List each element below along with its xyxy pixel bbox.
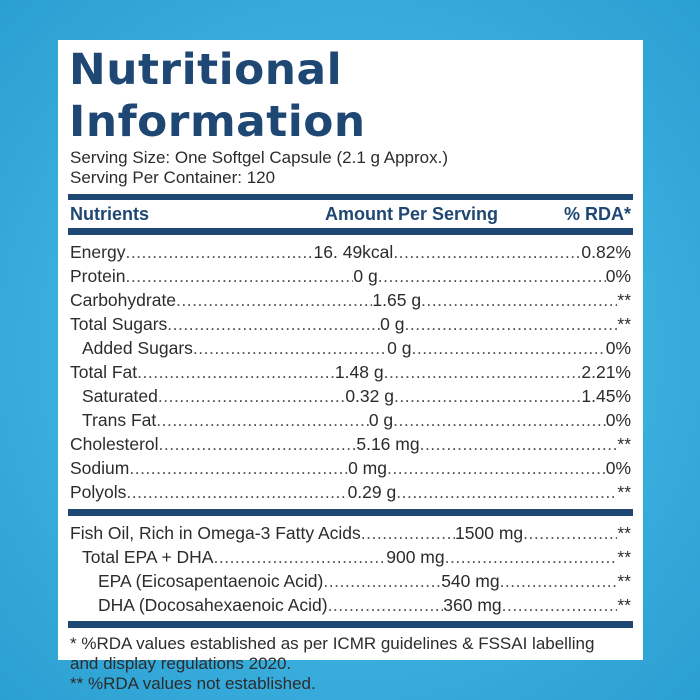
header-rda: % RDA*	[563, 203, 631, 224]
table-row: Fish Oil, Rich in Omega-3 Fatty Acids 150…	[68, 521, 633, 545]
table-row: Polyols 0.29 g **	[68, 480, 633, 504]
table-header: Nutrients Amount Per Serving % RDA*	[68, 200, 633, 235]
nutrient-name: Total EPA + DHA	[82, 547, 214, 567]
nutrient-rda: **	[617, 482, 632, 502]
nutrient-name: Total Fat	[70, 362, 138, 382]
footnote-not-established: ** %RDA values not established.	[70, 674, 316, 693]
table-row: Trans Fat 0 g 0%	[68, 408, 633, 432]
table-row: Cholesterol 5.16 mg **	[68, 432, 633, 456]
nutrient-amount: 0 mg	[348, 458, 387, 478]
footnote-rda: * %RDA values established as per ICMR gu…	[70, 634, 595, 653]
nutrient-amount: 16. 49kcal	[313, 242, 394, 262]
nutrient-amount: 0 g	[380, 314, 405, 334]
serving-per-container: Serving Per Container: 120	[70, 168, 276, 187]
nutrient-rda: **	[617, 290, 632, 310]
nutrient-rda: **	[617, 314, 632, 334]
nutrient-amount: 1.48 g	[334, 362, 384, 382]
table-row: Added Sugars 0 g 0%	[68, 336, 633, 360]
nutrient-rows: Energy 16. 49kcal 0.82% Protein 0 g 0% Carb…	[68, 240, 633, 504]
nutrient-rda: **	[617, 571, 631, 591]
nutrient-amount: 540 mg	[441, 571, 500, 591]
table-row: Total EPA + DHA 900 mg **	[68, 545, 633, 569]
footnote-rda-cont: and display regulations 2020.	[70, 654, 292, 673]
nutrient-name: Fish Oil, Rich in Omega-3 Fatty Acids	[70, 523, 361, 543]
footer-divider	[68, 621, 633, 628]
nutrient-name: DHA (Docosahexaenoic Acid)	[98, 595, 328, 615]
table-row: Total Fat 1.48 g 2.21%	[68, 360, 633, 384]
nutrient-name: EPA (Eicosapentaenoic Acid)	[98, 571, 324, 591]
nutrition-label: Nutritional Information Serving Size: On…	[58, 40, 643, 693]
nutrient-name: Cholesterol	[70, 434, 159, 454]
header-amount: Amount Per Serving	[324, 203, 499, 224]
header-nutrients: Nutrients	[70, 203, 150, 224]
nutrient-amount: 0.29 g	[347, 482, 397, 502]
nutrient-rda: 0%	[605, 338, 632, 358]
nutrient-rda: 1.45%	[581, 386, 632, 406]
table-row: DHA (Docosahexaenoic Acid) 360 mg **	[68, 593, 633, 617]
nutrient-name: Saturated	[82, 386, 158, 406]
nutrient-rda: 0.82%	[581, 242, 632, 262]
nutrient-rda: **	[617, 547, 632, 567]
nutrient-name: Polyols	[70, 482, 127, 502]
nutrient-amount: 0 g	[387, 338, 412, 358]
nutrient-amount: 900 mg	[386, 547, 445, 567]
nutrient-rda: 0%	[605, 458, 632, 478]
nutrient-name: Sodium	[70, 458, 130, 478]
nutrient-rda: 0%	[605, 266, 632, 286]
nutrient-name: Protein	[70, 266, 126, 286]
table-row: Energy 16. 49kcal 0.82%	[68, 240, 633, 264]
nutrient-amount: 1.65 g	[372, 290, 422, 310]
nutrient-amount: 0 g	[368, 410, 394, 430]
table-row: Saturated 0.32 g 1.45%	[68, 384, 633, 408]
top-divider	[68, 194, 633, 200]
nutrient-amount: 0 g	[353, 266, 378, 286]
table-row: Carbohydrate 1.65 g **	[68, 288, 633, 312]
table-row: Total Sugars 0 g **	[68, 312, 633, 336]
table-row: Protein 0 g 0%	[68, 264, 633, 288]
nutrient-name: Energy	[70, 242, 126, 262]
nutrient-amount: 0.32 g	[345, 386, 394, 406]
nutrient-name: Added Sugars	[82, 338, 193, 358]
section-divider	[68, 509, 633, 516]
nutrient-rda: **	[617, 595, 631, 615]
table-row: Sodium 0 mg 0%	[68, 456, 633, 480]
nutrient-name: Total Sugars	[70, 314, 168, 334]
nutrient-rda: **	[617, 523, 631, 543]
table-row: EPA (Eicosapentaenoic Acid) 540 mg **	[68, 569, 633, 593]
nutrient-amount: 1500 mg	[455, 523, 524, 543]
nutrient-rda: **	[617, 434, 632, 454]
page-title: Nutritional Information	[69, 45, 366, 147]
nutrient-rda: 0%	[605, 410, 632, 430]
nutrient-name: Trans Fat	[82, 410, 157, 430]
nutrient-rda: 2.21%	[581, 362, 631, 382]
nutrient-amount: 5.16 mg	[356, 434, 420, 454]
nutrient-amount: 360 mg	[443, 595, 502, 615]
nutrient-name: Carbohydrate	[70, 290, 177, 310]
fish-oil-rows: Fish Oil, Rich in Omega-3 Fatty Acids 150…	[68, 521, 633, 617]
serving-size: Serving Size: One Softgel Capsule (2.1 g…	[70, 148, 448, 167]
